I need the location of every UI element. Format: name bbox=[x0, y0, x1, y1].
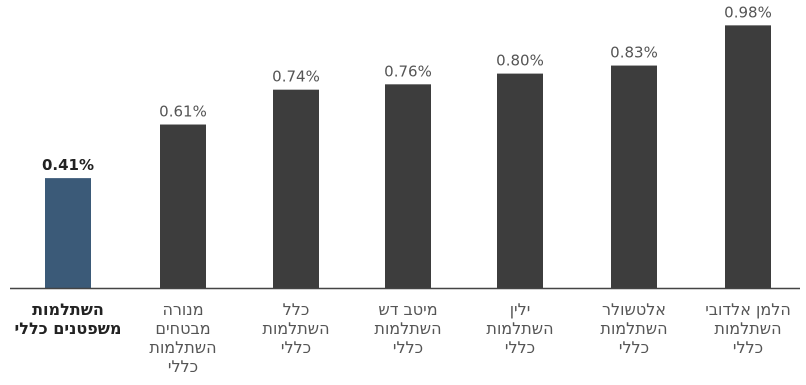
category-label-1: מנורה מבטחים השתלמות כללי bbox=[133, 300, 233, 376]
category-label-line: מבטחים bbox=[155, 319, 211, 338]
category-label-line: כללי bbox=[732, 338, 764, 357]
bar-4 bbox=[497, 73, 543, 288]
category-label-line: ילין bbox=[509, 300, 531, 319]
category-label-line: כללי bbox=[618, 338, 650, 357]
category-label-line: השתלמות bbox=[600, 319, 668, 338]
bar-5 bbox=[611, 65, 657, 288]
bar-2 bbox=[273, 89, 319, 289]
category-label-line: השתלמות bbox=[714, 319, 782, 338]
value-label-1: 0.61% bbox=[159, 103, 207, 121]
bar-1 bbox=[160, 124, 206, 289]
value-label-5: 0.83% bbox=[610, 44, 658, 62]
bar-0 bbox=[45, 178, 91, 288]
category-label-line: השתלמות bbox=[32, 300, 104, 319]
category-label-line: כללי bbox=[280, 338, 312, 357]
category-label-2: כלל השתלמות כללי bbox=[246, 300, 346, 357]
value-label-3: 0.76% bbox=[384, 62, 432, 80]
category-label-line: כללי bbox=[504, 338, 536, 357]
category-label-line: משפטנים כללי bbox=[14, 319, 122, 338]
category-label-line: השתלמות bbox=[374, 319, 442, 338]
category-label-3: מיטב דש השתלמות כללי bbox=[358, 300, 458, 357]
category-label-line: השתלמות bbox=[486, 319, 554, 338]
category-label-line: כלל bbox=[282, 300, 310, 319]
value-label-4: 0.80% bbox=[496, 52, 544, 70]
bar-3 bbox=[385, 84, 431, 288]
category-label-line: כללי bbox=[167, 357, 199, 376]
value-label-0: 0.41% bbox=[42, 156, 94, 174]
value-label-2: 0.74% bbox=[272, 68, 320, 86]
category-label-0: השתלמות משפטנים כללי bbox=[3, 300, 133, 338]
category-label-line: השתלמות bbox=[262, 319, 330, 338]
value-label-6: 0.98% bbox=[724, 3, 772, 21]
category-label-line: כללי bbox=[392, 338, 424, 357]
category-label-line: מנורה bbox=[162, 300, 204, 319]
category-label-line: מיטב דש bbox=[378, 300, 438, 319]
category-label-line: הלמן אלדובי bbox=[705, 300, 791, 319]
category-label-5: אלטשולר השתלמות כללי bbox=[584, 300, 684, 357]
category-label-6: הלמן אלדובי השתלמות כללי bbox=[698, 300, 798, 357]
category-label-4: ילין השתלמות כללי bbox=[470, 300, 570, 357]
bar-6 bbox=[725, 25, 771, 289]
category-label-line: אלטשולר bbox=[602, 300, 666, 319]
category-label-line: השתלמות bbox=[149, 338, 217, 357]
